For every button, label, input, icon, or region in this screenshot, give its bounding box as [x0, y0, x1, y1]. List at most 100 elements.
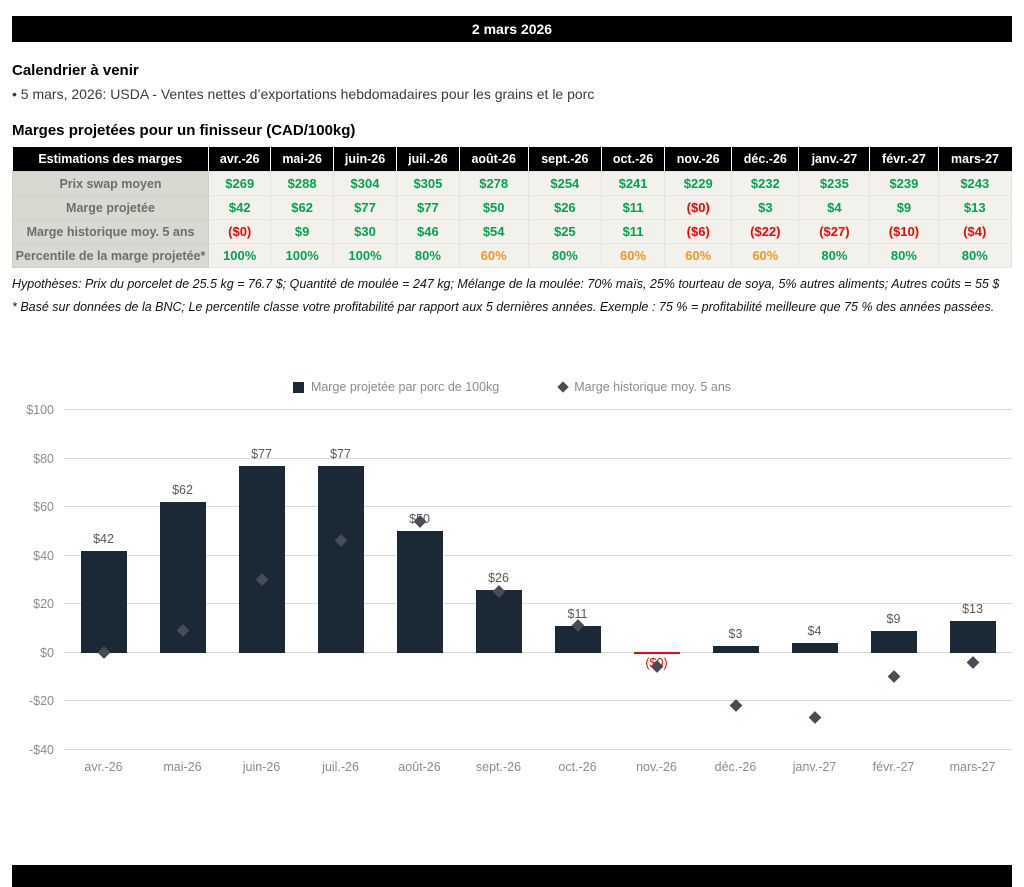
value-cell: $9: [270, 219, 334, 244]
bar: [791, 643, 838, 653]
margins-table: Estimations des marges avr.-26 mai-26 juin-…: [12, 147, 1013, 268]
gridline: [64, 651, 1012, 653]
x-axis: avr.-26 mai-26 juin-26 juil.-26 août-26 sept.…: [64, 750, 1012, 774]
month-header: déc.-26: [731, 147, 799, 172]
table-corner-header: Estimations des marges: [12, 147, 209, 172]
legend-label: Marge projetée par porc de 100kg: [310, 380, 500, 394]
value-cell: ($6): [664, 219, 733, 244]
month-header: mai-26: [270, 147, 334, 172]
value-cell: $9: [869, 195, 939, 220]
month-header: août-26: [458, 147, 529, 172]
value-cell: 100%: [207, 243, 272, 268]
value-cell: $232: [731, 171, 800, 196]
bar: [712, 645, 759, 653]
x-axis-label: févr.-27: [872, 760, 915, 774]
value-cell: ($22): [731, 219, 800, 244]
value-cell: $42: [207, 195, 272, 220]
month-header: juin-26: [332, 147, 397, 172]
bar-value-label: $77: [251, 446, 272, 461]
bar-value-label: $9: [886, 612, 901, 626]
chart-column: $62: [143, 410, 222, 750]
month-header: avr.-26: [207, 147, 271, 172]
value-cell: $288: [270, 171, 334, 196]
value-cell: 80%: [527, 243, 602, 268]
chart-column: $13: [933, 410, 1012, 750]
value-cell: $13: [937, 195, 1013, 220]
value-cell: $30: [332, 219, 398, 244]
month-header: oct.-26: [600, 147, 665, 172]
y-axis-label: -$40: [28, 743, 54, 757]
bar: [870, 631, 917, 653]
value-cell: $278: [458, 171, 529, 196]
x-axis-label: nov.-26: [636, 760, 677, 774]
chart-legend: Marge projetée par porc de 100kg Marge hi…: [12, 380, 1012, 394]
value-cell: $62: [270, 195, 334, 220]
month-header: sept.-26: [527, 147, 602, 172]
gridline: [64, 506, 1012, 508]
y-axis-label: $60: [33, 500, 54, 515]
value-cell: ($0): [664, 195, 733, 220]
legend-item: Marge historique moy. 5 ans: [557, 380, 732, 394]
value-cell: $241: [600, 171, 666, 196]
bar-value-label: $42: [93, 531, 114, 546]
month-header: mars-27: [937, 147, 1012, 172]
x-axis-label: avr.-26: [84, 760, 123, 774]
y-axis-label: $100: [26, 403, 54, 417]
margins-title: Marges projetées pour un finisseur (CAD/…: [12, 122, 356, 139]
gridline: [64, 457, 1012, 459]
bar-value-label: $13: [962, 602, 983, 617]
table-row: Prix swap moyen $269 $288 $304 $305 $278 $254 $…: [12, 171, 1013, 196]
bar-legend-marker-icon: [292, 381, 304, 393]
row-label: Marge historique moy. 5 ans: [12, 219, 209, 244]
chart-body: -$40 -$20 $0 $20 $40 $60 $80 $100 $42 $62 $77 $77 $…: [12, 403, 1012, 757]
chart-column: ($0): [617, 410, 696, 750]
month-header: juil.-26: [396, 147, 460, 172]
value-cell: 60%: [458, 243, 529, 268]
legend-label: Marge historique moy. 5 ans: [574, 380, 732, 394]
x-axis-label: janv.-27: [792, 760, 837, 774]
bar-value-label: $3: [728, 626, 743, 641]
chart-column: $11: [538, 410, 617, 750]
bar: [475, 589, 522, 653]
value-cell: $11: [600, 219, 666, 244]
value-cell: $11: [600, 195, 666, 220]
x-axis-label: mai-26: [163, 760, 202, 774]
bar: [949, 621, 996, 653]
value-cell: ($27): [798, 219, 871, 244]
bar-value-label: $77: [330, 446, 351, 461]
value-cell: $229: [664, 171, 733, 196]
row-label: Percentile de la marge projetée*: [12, 243, 209, 268]
chart-column: $3: [696, 410, 775, 750]
value-cell: $25: [527, 219, 602, 244]
bar: [317, 465, 364, 653]
y-axis-label: $20: [33, 597, 54, 612]
value-cell: ($0): [207, 219, 272, 244]
table-row: Percentile de la marge projetée* 100% 100%…: [12, 243, 1013, 268]
historical-marker: [729, 699, 742, 713]
value-cell: $26: [527, 195, 602, 220]
value-cell: $254: [527, 171, 602, 196]
chart-column: $4: [775, 410, 854, 750]
historical-marker: [966, 655, 979, 669]
value-cell: ($4): [937, 219, 1013, 244]
month-header: févr.-27: [869, 147, 939, 172]
y-axis-label: $80: [33, 451, 54, 466]
value-cell: $50: [458, 195, 529, 220]
chart-column: $77: [222, 410, 301, 750]
bar: [633, 651, 680, 654]
gridline: [64, 700, 1012, 702]
chart-column: $9: [854, 410, 933, 750]
plot-area: $42 $62 $77 $77 $50 $26 $11 ($0) $3 $4 $9 $13: [64, 409, 1012, 750]
value-cell: $54: [458, 219, 529, 244]
value-cell: 60%: [664, 243, 733, 268]
value-cell: $77: [396, 195, 460, 220]
bar-value-label: $26: [488, 570, 509, 585]
margins-chart: Marge projetée par porc de 100kg Marge hi…: [12, 380, 1012, 774]
value-cell: 80%: [798, 243, 871, 268]
month-header: nov.-26: [664, 147, 732, 172]
assumptions-note: Hypothèses: Prix du porcelet de 25.5 kg …: [12, 277, 1000, 291]
value-cell: $243: [937, 171, 1013, 196]
y-axis-label: $40: [33, 548, 54, 563]
gridline: [64, 554, 1012, 556]
